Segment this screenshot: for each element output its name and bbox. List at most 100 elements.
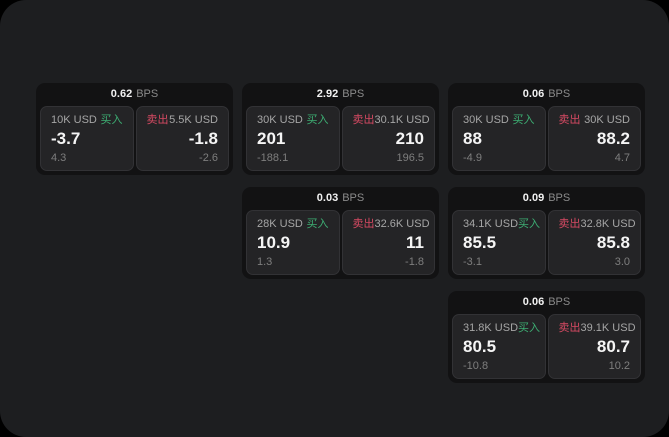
sell-delta: -2.6: [199, 151, 218, 164]
buy-delta: -10.8: [463, 359, 489, 372]
bps-header: 0.06 BPS: [448, 291, 645, 314]
sell-panel-top: 卖出 32.6K USD: [352, 218, 430, 230]
card-body: 30K USD 买入 88 -4.9 卖出 30K USD 88.2 4.7: [448, 106, 645, 175]
sell-amount: 5.5K USD: [169, 114, 218, 126]
quote-card: 0.62 BPS 10K USD 买入 -3.7 4.3 卖出 5.5K USD: [36, 83, 233, 175]
sell-amount: 30.1K USD: [374, 114, 430, 126]
quote-card: 0.06 BPS 31.8K USD 买入 80.5 -10.8 卖出 39.1…: [448, 291, 645, 383]
bps-header: 0.06 BPS: [448, 83, 645, 106]
sell-price: 210: [395, 128, 424, 148]
buy-price: 10.9: [257, 232, 291, 252]
buy-panel-top: 34.1K USD 买入: [463, 218, 540, 230]
sell-panel-top: 卖出 39.1K USD: [558, 322, 636, 334]
sell-panel[interactable]: 卖出 39.1K USD 80.7 10.2: [547, 314, 641, 379]
card-body: 10K USD 买入 -3.7 4.3 卖出 5.5K USD -1.8 -2.…: [36, 106, 233, 175]
buy-panel[interactable]: 28K USD 买入 10.9 1.3: [246, 210, 340, 275]
sell-panel-top: 卖出 30K USD: [559, 114, 631, 126]
sell-side-label: 卖出: [352, 114, 375, 126]
buy-amount: 30K USD: [257, 114, 303, 126]
card-body: 31.8K USD 买入 80.5 -10.8 卖出 39.1K USD 80.…: [448, 314, 645, 383]
buy-delta: -188.1: [257, 151, 289, 164]
buy-delta: -4.9: [463, 151, 482, 164]
buy-price: 201: [257, 128, 286, 148]
sell-panel[interactable]: 卖出 32.6K USD 11 -1.8: [341, 210, 435, 275]
buy-panel-top: 30K USD 买入: [257, 114, 329, 126]
buy-price: 85.5: [463, 232, 497, 252]
bps-header: 2.92 BPS: [242, 83, 439, 106]
buy-side-label: 买入: [518, 322, 541, 334]
sell-panel-top: 卖出 32.8K USD: [558, 218, 636, 230]
sell-amount: 32.8K USD: [580, 218, 636, 230]
quote-card: 2.92 BPS 30K USD 买入 201 -188.1 卖出 30.1K …: [242, 83, 439, 175]
buy-delta: -3.1: [463, 255, 482, 268]
buy-side-label: 买入: [100, 114, 123, 126]
bps-value: 0.62: [110, 88, 133, 100]
buy-delta: 1.3: [257, 255, 273, 268]
buy-panel[interactable]: 31.8K USD 买入 80.5 -10.8: [452, 314, 546, 379]
bps-value: 0.06: [522, 296, 545, 308]
sell-panel-top: 卖出 5.5K USD: [147, 114, 219, 126]
buy-panel[interactable]: 30K USD 买入 201 -188.1: [246, 106, 340, 171]
sell-side-label: 卖出: [558, 322, 581, 334]
buy-panel-top: 10K USD 买入: [51, 114, 123, 126]
buy-panel[interactable]: 34.1K USD 买入 85.5 -3.1: [452, 210, 546, 275]
bps-unit: BPS: [136, 88, 159, 100]
quote-card: 0.06 BPS 30K USD 买入 88 -4.9 卖出 30K USD: [448, 83, 645, 175]
sell-delta: 196.5: [396, 151, 424, 164]
sell-side-label: 卖出: [558, 114, 581, 126]
sell-panel[interactable]: 卖出 30K USD 88.2 4.7: [547, 106, 641, 171]
sell-delta: -1.8: [405, 255, 424, 268]
quotes-grid: 0.62 BPS 10K USD 买入 -3.7 4.3 卖出 5.5K USD: [36, 83, 645, 383]
buy-side-label: 买入: [512, 114, 535, 126]
sell-delta: 10.2: [608, 359, 630, 372]
sell-panel-top: 卖出 30.1K USD: [352, 114, 430, 126]
sell-price: 80.7: [596, 336, 630, 356]
card-body: 28K USD 买入 10.9 1.3 卖出 32.6K USD 11 -1.8: [242, 210, 439, 279]
bps-header: 0.03 BPS: [242, 187, 439, 210]
bps-header: 0.09 BPS: [448, 187, 645, 210]
buy-amount: 30K USD: [463, 114, 509, 126]
bps-unit: BPS: [548, 296, 571, 308]
buy-panel-top: 28K USD 买入: [257, 218, 329, 230]
buy-amount: 28K USD: [257, 218, 303, 230]
sell-delta: 4.7: [614, 151, 630, 164]
sell-delta: 3.0: [614, 255, 630, 268]
sell-side-label: 卖出: [146, 114, 169, 126]
bps-unit: BPS: [548, 192, 571, 204]
sell-price: 85.8: [596, 232, 630, 252]
quote-card: 0.03 BPS 28K USD 买入 10.9 1.3 卖出 32.6K US…: [242, 187, 439, 279]
sell-amount: 30K USD: [584, 114, 630, 126]
buy-delta: 4.3: [51, 151, 67, 164]
sell-panel[interactable]: 卖出 30.1K USD 210 196.5: [341, 106, 435, 171]
sell-side-label: 卖出: [558, 218, 581, 230]
sell-panel[interactable]: 卖出 32.8K USD 85.8 3.0: [547, 210, 641, 275]
sell-price: -1.8: [188, 128, 218, 148]
bps-value: 0.09: [522, 192, 545, 204]
sell-panel[interactable]: 卖出 5.5K USD -1.8 -2.6: [135, 106, 229, 171]
buy-amount: 34.1K USD: [463, 218, 519, 230]
buy-side-label: 买入: [518, 218, 541, 230]
bps-unit: BPS: [342, 192, 365, 204]
buy-price: 80.5: [463, 336, 497, 356]
bps-unit: BPS: [548, 88, 571, 100]
buy-side-label: 买入: [306, 218, 329, 230]
buy-price: 88: [463, 128, 482, 148]
card-body: 34.1K USD 买入 85.5 -3.1 卖出 32.8K USD 85.8…: [448, 210, 645, 279]
buy-price: -3.7: [51, 128, 81, 148]
buy-panel[interactable]: 30K USD 买入 88 -4.9: [452, 106, 546, 171]
buy-panel[interactable]: 10K USD 买入 -3.7 4.3: [40, 106, 134, 171]
buy-side-label: 买入: [306, 114, 329, 126]
quote-card: 0.09 BPS 34.1K USD 买入 85.5 -3.1 卖出 32.8K…: [448, 187, 645, 279]
bps-header: 0.62 BPS: [36, 83, 233, 106]
sell-side-label: 卖出: [352, 218, 375, 230]
bps-value: 2.92: [316, 88, 339, 100]
bps-value: 0.03: [316, 192, 339, 204]
sell-amount: 32.6K USD: [374, 218, 430, 230]
sell-price: 11: [406, 232, 424, 252]
buy-panel-top: 31.8K USD 买入: [463, 322, 540, 334]
bps-value: 0.06: [522, 88, 545, 100]
sell-amount: 39.1K USD: [580, 322, 636, 334]
bps-unit: BPS: [342, 88, 365, 100]
card-body: 30K USD 买入 201 -188.1 卖出 30.1K USD 210 1…: [242, 106, 439, 175]
